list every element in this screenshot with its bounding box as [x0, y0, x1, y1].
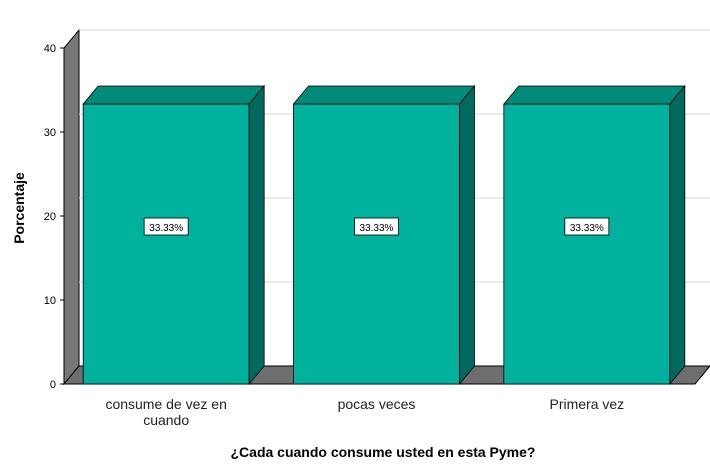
data-label-box	[143, 217, 189, 236]
x-tick-label: Primera vez	[549, 396, 624, 412]
data-label-text: 33.33%	[149, 223, 183, 234]
left-wall	[63, 28, 80, 386]
x-tick-label: pocas veces	[338, 396, 416, 412]
bar-front	[293, 103, 460, 385]
bar-front	[82, 103, 250, 385]
bar-side	[248, 84, 265, 386]
bar-top	[82, 85, 266, 105]
y-axis-title: Porcentaje	[11, 172, 27, 244]
data-label: 33.33%	[143, 217, 189, 236]
y-tick-label: 10	[44, 295, 56, 307]
x-tick-label: cuando	[143, 412, 189, 428]
y-tick-label: 30	[44, 127, 56, 139]
y-tick-label: 0	[50, 379, 56, 391]
x-axis-title: ¿Cada cuando consume usted en esta Pyme?	[231, 444, 536, 460]
data-label-text: 33.33%	[570, 223, 604, 234]
data-label-box	[354, 217, 399, 236]
bar-side	[459, 84, 475, 386]
bars	[82, 84, 686, 386]
bar	[502, 84, 686, 386]
data-label-text: 33.33%	[360, 223, 394, 234]
bar-front	[503, 103, 671, 385]
bar-top	[292, 85, 476, 105]
data-label: 33.33%	[354, 217, 399, 236]
bar-top	[502, 85, 686, 105]
data-label: 33.33%	[564, 217, 610, 236]
bar-side	[669, 84, 686, 386]
x-tick-label: consume de vez en	[105, 396, 226, 412]
y-tick-label: 40	[44, 43, 56, 55]
data-labels: 33.33% 33.33% 33.33%	[143, 217, 610, 236]
bar	[292, 84, 476, 386]
y-tick-label: 20	[44, 211, 56, 223]
bar	[82, 84, 266, 386]
data-label-box	[564, 217, 610, 236]
y-axis: 0 10 20 30 40	[44, 43, 65, 391]
